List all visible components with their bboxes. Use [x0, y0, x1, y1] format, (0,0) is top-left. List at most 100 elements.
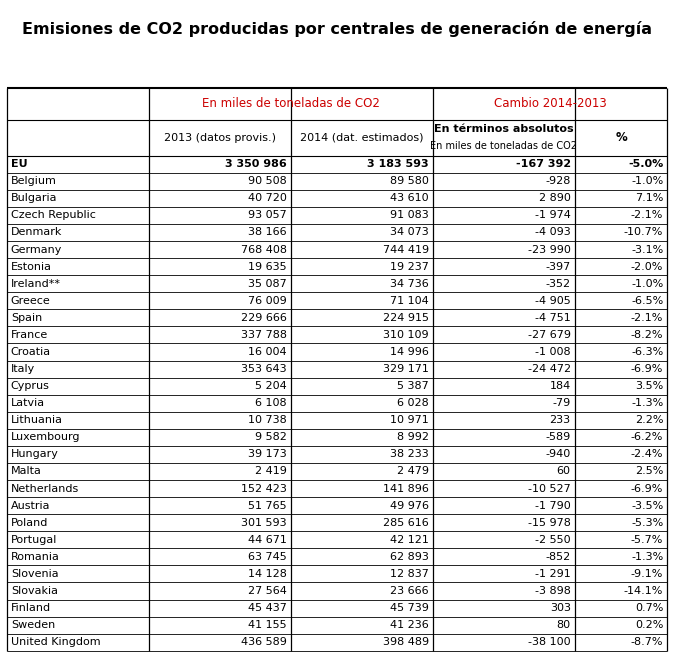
Text: Czech Republic: Czech Republic: [11, 211, 96, 220]
Text: -1.0%: -1.0%: [631, 279, 663, 288]
Text: Germany: Germany: [11, 245, 62, 254]
Text: Emisiones de CO2 producidas por centrales de generación de energía: Emisiones de CO2 producidas por centrale…: [22, 22, 652, 37]
Text: 45 437: 45 437: [248, 603, 286, 613]
Text: En miles de toneladas de CO2: En miles de toneladas de CO2: [430, 141, 578, 151]
Text: 90 508: 90 508: [248, 177, 286, 186]
Text: 303: 303: [550, 603, 571, 613]
Text: -1.3%: -1.3%: [631, 552, 663, 562]
Text: -27 679: -27 679: [528, 330, 571, 340]
Text: -1.0%: -1.0%: [631, 177, 663, 186]
Text: 8 992: 8 992: [397, 432, 429, 442]
Text: Cambio 2014-2013: Cambio 2014-2013: [493, 97, 607, 111]
Text: -2.1%: -2.1%: [631, 211, 663, 220]
Text: -6.5%: -6.5%: [631, 296, 663, 306]
Text: -4 093: -4 093: [535, 228, 571, 237]
Text: 38 166: 38 166: [248, 228, 286, 237]
Text: -3 898: -3 898: [535, 586, 571, 596]
Text: -14.1%: -14.1%: [624, 586, 663, 596]
Text: 7.1%: 7.1%: [635, 194, 663, 203]
Text: Bulgaria: Bulgaria: [11, 194, 57, 203]
Text: Slovakia: Slovakia: [11, 586, 58, 596]
Text: 62 893: 62 893: [390, 552, 429, 562]
Text: -2.4%: -2.4%: [631, 449, 663, 459]
Text: 3.5%: 3.5%: [635, 381, 663, 391]
Text: 2013 (datos provis.): 2013 (datos provis.): [164, 133, 276, 143]
Text: -1.3%: -1.3%: [631, 398, 663, 408]
Text: -1 291: -1 291: [535, 569, 571, 579]
Text: 39 173: 39 173: [248, 449, 286, 459]
Text: Denmark: Denmark: [11, 228, 62, 237]
Text: Austria: Austria: [11, 500, 51, 511]
Text: 19 635: 19 635: [248, 262, 286, 271]
Text: -2.0%: -2.0%: [631, 262, 663, 271]
Text: EU: EU: [11, 159, 28, 169]
Text: 301 593: 301 593: [241, 518, 286, 528]
Text: 6 108: 6 108: [255, 398, 286, 408]
Text: 744 419: 744 419: [383, 245, 429, 254]
Text: 38 233: 38 233: [390, 449, 429, 459]
Text: 229 666: 229 666: [241, 313, 286, 323]
Text: 353 643: 353 643: [241, 364, 286, 374]
Text: 0.2%: 0.2%: [635, 620, 663, 630]
Text: Spain: Spain: [11, 313, 42, 323]
Text: Cyprus: Cyprus: [11, 381, 50, 391]
Text: 27 564: 27 564: [248, 586, 286, 596]
Text: Ireland**: Ireland**: [11, 279, 61, 288]
Text: Lithuania: Lithuania: [11, 415, 63, 425]
Text: -852: -852: [545, 552, 571, 562]
Text: -1 790: -1 790: [535, 500, 571, 511]
Text: 141 896: 141 896: [383, 483, 429, 494]
Text: Romania: Romania: [11, 552, 60, 562]
Text: 76 009: 76 009: [248, 296, 286, 306]
Text: En términos absolutos: En términos absolutos: [434, 124, 574, 134]
Text: -2.1%: -2.1%: [631, 313, 663, 323]
Text: -6.2%: -6.2%: [631, 432, 663, 442]
Text: 43 610: 43 610: [390, 194, 429, 203]
Text: 3 183 593: 3 183 593: [367, 159, 429, 169]
Text: Netherlands: Netherlands: [11, 483, 79, 494]
Text: 6 028: 6 028: [397, 398, 429, 408]
Text: -24 472: -24 472: [528, 364, 571, 374]
Text: Portugal: Portugal: [11, 535, 57, 545]
Text: -3.1%: -3.1%: [631, 245, 663, 254]
Text: 23 666: 23 666: [390, 586, 429, 596]
Text: -352: -352: [546, 279, 571, 288]
Text: 310 109: 310 109: [383, 330, 429, 340]
Text: 233: 233: [549, 415, 571, 425]
Text: 51 765: 51 765: [248, 500, 286, 511]
Text: 329 171: 329 171: [383, 364, 429, 374]
Text: Malta: Malta: [11, 466, 42, 477]
Text: Hungary: Hungary: [11, 449, 59, 459]
Text: 91 083: 91 083: [390, 211, 429, 220]
Text: 337 788: 337 788: [241, 330, 286, 340]
Text: 40 720: 40 720: [248, 194, 286, 203]
Text: -38 100: -38 100: [528, 637, 571, 647]
Text: 71 104: 71 104: [390, 296, 429, 306]
Text: 2014 (dat. estimados): 2014 (dat. estimados): [300, 133, 423, 143]
Text: 42 121: 42 121: [390, 535, 429, 545]
Text: 19 237: 19 237: [390, 262, 429, 271]
Text: 14 996: 14 996: [390, 347, 429, 357]
Text: 49 976: 49 976: [390, 500, 429, 511]
Text: -1 008: -1 008: [535, 347, 571, 357]
Text: -167 392: -167 392: [516, 159, 571, 169]
Text: 436 589: 436 589: [241, 637, 286, 647]
Text: 2 419: 2 419: [255, 466, 286, 477]
Text: -1 974: -1 974: [535, 211, 571, 220]
Text: -928: -928: [545, 177, 571, 186]
Text: -10.7%: -10.7%: [624, 228, 663, 237]
Text: Latvia: Latvia: [11, 398, 45, 408]
Text: -9.1%: -9.1%: [631, 569, 663, 579]
Text: -8.2%: -8.2%: [631, 330, 663, 340]
Text: Luxembourg: Luxembourg: [11, 432, 80, 442]
Text: 60: 60: [557, 466, 571, 477]
Text: 41 236: 41 236: [390, 620, 429, 630]
Text: -3.5%: -3.5%: [631, 500, 663, 511]
Text: -4 751: -4 751: [535, 313, 571, 323]
Text: Croatia: Croatia: [11, 347, 51, 357]
Text: -79: -79: [553, 398, 571, 408]
Text: 0.7%: 0.7%: [635, 603, 663, 613]
Text: 89 580: 89 580: [390, 177, 429, 186]
Text: Sweden: Sweden: [11, 620, 55, 630]
Text: 14 128: 14 128: [248, 569, 286, 579]
